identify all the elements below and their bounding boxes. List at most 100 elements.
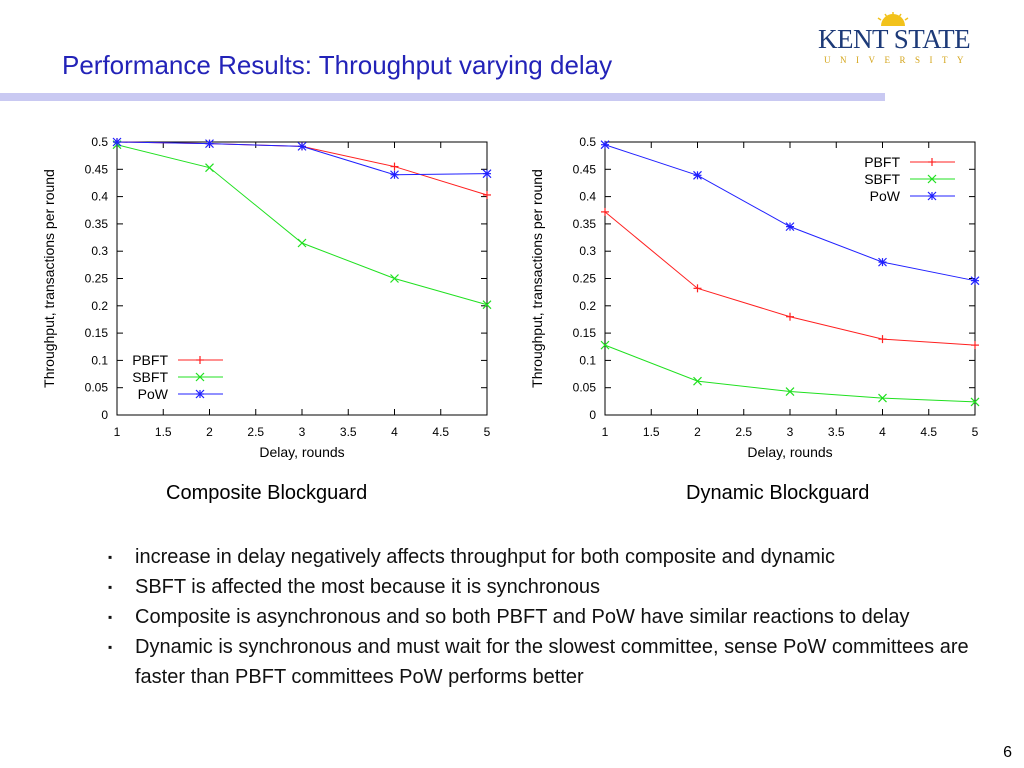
- x-tick-label: 2.5: [735, 425, 752, 439]
- x-axis-label: Delay, rounds: [259, 444, 344, 460]
- bullet-icon: ▪: [108, 580, 113, 594]
- kent-state-logo: KENT STATE UNIVERSITY: [818, 12, 971, 68]
- x-tick-label: 3.5: [828, 425, 845, 439]
- logo-wordmark: KENT STATE: [818, 24, 971, 54]
- marker-cross: [600, 340, 610, 350]
- marker-star: [785, 222, 795, 232]
- marker-cross: [482, 300, 492, 310]
- marker-star: [927, 191, 937, 201]
- bullet-text: increase in delay negatively affects thr…: [135, 546, 836, 568]
- marker-star: [482, 169, 492, 179]
- x-tick-label: 1.5: [155, 425, 172, 439]
- plot-frame: [116, 141, 488, 416]
- y-tick-label: 0.45: [85, 162, 109, 176]
- marker-cross: [970, 397, 980, 407]
- marker-cross: [205, 163, 214, 173]
- sunburst-icon: [877, 12, 909, 26]
- series-pow: [600, 140, 980, 286]
- series-pow: [112, 137, 492, 399]
- y-tick-label: 0.4: [579, 190, 596, 204]
- x-tick-label: 5: [972, 425, 979, 439]
- series-pbft: [601, 158, 979, 350]
- legend-label: PBFT: [132, 352, 168, 368]
- marker-cross: [878, 393, 887, 403]
- y-tick-label: 0.3: [579, 244, 596, 258]
- x-tick-label: 2: [694, 425, 701, 439]
- marker-cross: [390, 274, 399, 283]
- x-tick-label: 4: [879, 425, 886, 439]
- y-tick-label: 0.2: [91, 299, 108, 313]
- bullet-item: ▪ Dynamic is synchronous and must wait fo…: [108, 632, 988, 692]
- marker-star: [297, 141, 307, 151]
- marker-cross: [927, 174, 937, 184]
- legend-label: PBFT: [864, 154, 900, 170]
- x-tick-label: 2.5: [247, 425, 264, 439]
- chart-caption-composite: Composite Blockguard: [166, 482, 368, 504]
- y-tick-label: 0.1: [91, 353, 108, 367]
- y-tick-label: 0.35: [573, 217, 597, 231]
- marker-star: [390, 170, 399, 180]
- bullet-item: ▪ Composite is asynchronous and so both P…: [108, 602, 988, 632]
- marker-cross: [693, 376, 702, 386]
- y-tick-label: 0: [589, 408, 596, 422]
- y-axis-label: Throughput, transactions per round: [41, 169, 57, 388]
- title-underline-bar: [0, 93, 885, 101]
- marker-cross: [195, 372, 205, 382]
- x-tick-label: 1.5: [643, 425, 660, 439]
- y-tick-label: 0.05: [573, 381, 597, 395]
- x-tick-label: 3: [787, 425, 794, 439]
- y-tick-label: 0.05: [85, 381, 109, 395]
- marker-star: [970, 276, 980, 286]
- marker-star: [205, 139, 214, 149]
- x-tick-label: 4: [391, 425, 398, 439]
- y-tick-label: 0: [101, 408, 108, 422]
- y-tick-label: 0.25: [85, 272, 109, 286]
- x-tick-label: 3.5: [340, 425, 357, 439]
- y-tick-label: 0.3: [91, 244, 108, 258]
- legend-label: SBFT: [132, 369, 168, 385]
- y-tick-label: 0.5: [579, 135, 596, 149]
- bullet-item: ▪ SBFT is affected the most because it is…: [108, 572, 988, 602]
- x-tick-label: 3: [299, 425, 306, 439]
- bullet-icon: ▪: [108, 550, 113, 564]
- marker-star: [600, 140, 610, 150]
- dynamic-throughput-chart: 0 0.05 0.1 0.15 0.2 0.25 0.3 0.35 0.4 0.45 0.5 1 1.5…: [529, 135, 980, 460]
- y-tick-label: 0.2: [579, 299, 596, 313]
- bullet-text: SBFT is affected the most because it is …: [135, 576, 601, 598]
- y-tick-label: 0.35: [85, 217, 109, 231]
- legend-label: SBFT: [864, 171, 900, 187]
- marker-star: [693, 170, 702, 180]
- y-tick-label: 0.5: [91, 135, 108, 149]
- x-tick-label: 1: [602, 425, 609, 439]
- series-sbft: [600, 174, 980, 407]
- marker-star: [112, 137, 122, 147]
- y-tick-label: 0.15: [85, 326, 109, 340]
- marker-star: [195, 389, 205, 399]
- y-tick-label: 0.45: [573, 162, 597, 176]
- y-tick-label: 0.4: [91, 190, 108, 204]
- marker-cross: [297, 238, 307, 248]
- logo-subtitle: UNIVERSITY: [824, 55, 973, 65]
- bullet-list: ▪ increase in delay negatively affects th…: [108, 542, 988, 692]
- legend-label: PoW: [870, 188, 901, 204]
- composite-throughput-chart: 0 0.05 0.1 0.15 0.2 0.25 0.3 0.35 0.4 0.45 0.5 1 1.5…: [41, 135, 492, 460]
- bullet-icon: ▪: [108, 640, 113, 654]
- y-tick-label: 0.1: [579, 353, 596, 367]
- x-tick-label: 1: [114, 425, 121, 439]
- series-sbft: [112, 140, 492, 382]
- bullet-text: Composite is asynchronous and so both PB…: [135, 606, 910, 628]
- y-tick-label: 0.25: [573, 272, 597, 286]
- y-axis-label: Throughput, transactions per round: [529, 169, 545, 388]
- bullet-icon: ▪: [108, 610, 113, 624]
- x-tick-label: 4.5: [432, 425, 449, 439]
- x-axis-label: Delay, rounds: [747, 444, 832, 460]
- marker-star: [878, 257, 887, 267]
- bullet-text: Dynamic is synchronous and must wait for…: [135, 636, 969, 688]
- legend-label: PoW: [138, 386, 169, 402]
- y-tick-label: 0.15: [573, 326, 597, 340]
- marker-cross: [785, 387, 795, 396]
- x-tick-label: 5: [484, 425, 491, 439]
- chart-caption-dynamic: Dynamic Blockguard: [686, 482, 870, 504]
- page-number: 6: [1003, 744, 1012, 761]
- plot-frame: [604, 141, 976, 416]
